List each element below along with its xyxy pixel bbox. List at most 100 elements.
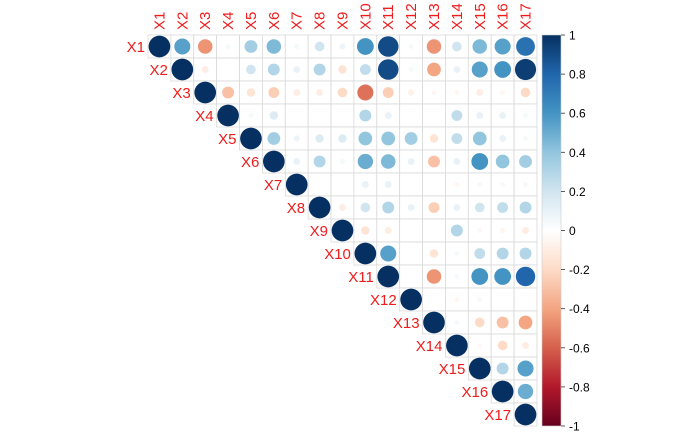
corr-circle-x2-x7 bbox=[293, 66, 301, 73]
colorbar-legend: 1 0.8 0.6 0.4 0.2 0 -0.2 -0.4 -0.6 -0.8 -1 bbox=[541, 29, 590, 432]
corr-circle-x5-x16 bbox=[499, 135, 507, 142]
corr-circle-x3-x10 bbox=[357, 84, 374, 101]
grid-cell bbox=[422, 218, 446, 243]
corr-circle-x5-x12 bbox=[404, 132, 418, 145]
colorbar-tick-label: 1 bbox=[569, 29, 576, 43]
corr-circle-x11-x15 bbox=[471, 268, 489, 285]
corr-circle-x15-x17 bbox=[517, 360, 534, 377]
colorbar-tick-label: 0.4 bbox=[569, 146, 586, 160]
corr-circle-x2-x10 bbox=[359, 64, 371, 75]
corr-circle-x5-x8 bbox=[315, 134, 324, 143]
corr-circle-x2-x16 bbox=[494, 61, 512, 78]
corr-circle-x6-x13 bbox=[428, 155, 440, 168]
colorbar-tick-label: 0.8 bbox=[569, 68, 586, 82]
row-label-x17: X17 bbox=[484, 407, 511, 424]
corr-circle-x8-x12 bbox=[407, 204, 415, 211]
row-label-x8: X8 bbox=[287, 200, 305, 217]
corr-circle-x13-x13 bbox=[423, 311, 445, 334]
corr-circle-x8-x15 bbox=[474, 202, 485, 213]
corr-circle-x5-x11 bbox=[381, 131, 396, 146]
colorbar-tick-label: -0.6 bbox=[569, 341, 590, 355]
corr-circle-x10-x11 bbox=[380, 245, 397, 262]
colorbar-tick-label: 0 bbox=[569, 224, 576, 238]
col-label-x5: X5 bbox=[243, 12, 260, 30]
corr-circle-x8-x14 bbox=[453, 204, 461, 211]
corr-circle-x2-x8 bbox=[313, 63, 326, 76]
corr-circle-x10-x15 bbox=[474, 248, 486, 259]
corr-circle-x1-x17 bbox=[516, 37, 535, 56]
corr-circle-x3-x17 bbox=[520, 87, 531, 98]
corr-circle-x2-x12 bbox=[408, 67, 414, 72]
corr-circle-x4-x14 bbox=[451, 110, 463, 121]
corr-circle-x16-x17 bbox=[517, 383, 534, 400]
corr-circle-x13-x17 bbox=[518, 315, 533, 330]
corr-circle-x7-x17 bbox=[523, 182, 528, 187]
corr-circle-x5-x15 bbox=[472, 131, 487, 146]
row-label-x14: X14 bbox=[416, 338, 443, 355]
grid-cell bbox=[422, 287, 446, 312]
corr-circle-x2-x6 bbox=[267, 63, 280, 76]
corr-circle-x11-x17 bbox=[515, 266, 536, 287]
corr-circle-x9-x14 bbox=[450, 224, 463, 237]
grid-cell bbox=[513, 287, 538, 312]
row-label-x13: X13 bbox=[393, 315, 420, 332]
corr-circle-x3-x16 bbox=[500, 90, 506, 95]
corr-circle-x4-x16 bbox=[499, 112, 507, 119]
corr-circle-x16-x16 bbox=[491, 380, 514, 403]
row-label-x3: X3 bbox=[172, 85, 190, 102]
corr-circle-x4-x11 bbox=[384, 112, 392, 119]
corr-circle-x2-x2 bbox=[171, 58, 194, 81]
corr-circle-x2-x3 bbox=[201, 66, 209, 73]
corr-circle-x9-x9 bbox=[331, 219, 354, 242]
corr-circle-x5-x7 bbox=[293, 135, 300, 142]
colorbar-ticks: 1 0.8 0.6 0.4 0.2 0 -0.2 -0.4 -0.6 -0.8 -1 bbox=[561, 29, 590, 432]
column-labels: X1 X2 X3 X4 X5 X6 X7 X8 X9 X10 X11 X12 X13 X14 X15 X16 X… bbox=[151, 3, 534, 30]
corr-circle-x5-x9 bbox=[338, 134, 347, 143]
corr-circle-x6-x12 bbox=[407, 158, 415, 165]
corr-circle-x1-x10 bbox=[356, 38, 374, 55]
corr-circle-x8-x13 bbox=[428, 202, 440, 213]
grid-cell bbox=[284, 103, 309, 128]
col-label-x14: X14 bbox=[449, 3, 466, 30]
corr-circle-x1-x13 bbox=[426, 39, 442, 54]
corr-circle-x11-x11 bbox=[377, 265, 400, 288]
col-label-x1: X1 bbox=[151, 12, 168, 30]
corr-circle-x2-x14 bbox=[453, 66, 461, 73]
corr-circle-x8-x10 bbox=[360, 202, 371, 213]
colorbar-gradient bbox=[541, 34, 562, 427]
grid-cell bbox=[399, 264, 423, 289]
row-label-x11: X11 bbox=[348, 269, 374, 286]
corr-circle-x1-x15 bbox=[472, 39, 488, 54]
corr-circle-x17-x17 bbox=[514, 403, 537, 426]
corr-circle-x1-x12 bbox=[408, 44, 414, 49]
colorbar-tick-label: 0.2 bbox=[569, 185, 586, 199]
corr-circle-x5-x5 bbox=[240, 127, 262, 150]
corr-circle-x2-x11 bbox=[377, 59, 399, 80]
corr-circle-x1-x7 bbox=[294, 44, 300, 49]
row-label-x4: X4 bbox=[195, 108, 213, 125]
corr-circle-x13-x16 bbox=[496, 316, 509, 329]
corr-circle-x7-x16 bbox=[500, 182, 506, 187]
col-label-x6: X6 bbox=[266, 12, 283, 30]
corr-circle-x6-x16 bbox=[495, 154, 510, 169]
corr-circle-x8-x8 bbox=[308, 196, 331, 219]
corr-circle-x2-x15 bbox=[471, 61, 488, 78]
corr-circle-x4-x5 bbox=[248, 113, 254, 118]
corr-circle-x10-x16 bbox=[496, 247, 509, 260]
corr-circle-x8-x17 bbox=[519, 201, 532, 214]
corr-circle-x15-x16 bbox=[496, 362, 509, 375]
corr-circle-x14-x17 bbox=[522, 342, 529, 349]
colorbar-tick-label: 0.6 bbox=[569, 107, 586, 121]
corr-circle-x5-x14 bbox=[451, 133, 463, 144]
corr-circle-x2-x13 bbox=[427, 62, 441, 77]
row-label-x7: X7 bbox=[264, 177, 282, 194]
corr-circle-x12-x14 bbox=[454, 297, 460, 302]
corr-circle-x1-x2 bbox=[174, 38, 191, 55]
col-label-x3: X3 bbox=[197, 12, 214, 30]
corr-circle-x6-x14 bbox=[453, 158, 461, 165]
corr-circle-x1-x3 bbox=[197, 39, 213, 54]
corr-circle-x7-x15 bbox=[477, 182, 483, 187]
col-label-x12: X12 bbox=[403, 3, 420, 30]
